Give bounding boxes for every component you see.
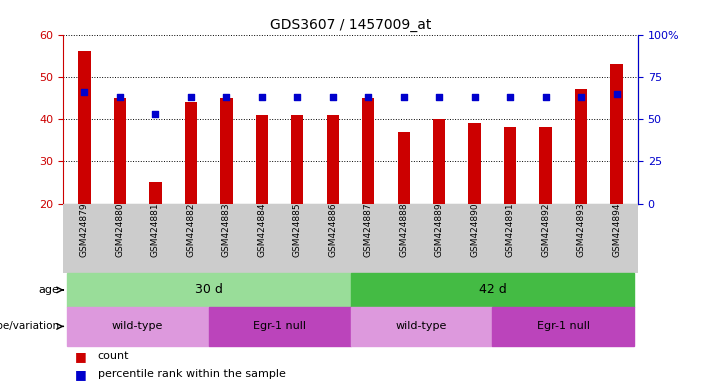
Point xyxy=(505,94,516,100)
Text: Egr-1 null: Egr-1 null xyxy=(537,321,590,331)
Text: wild-type: wild-type xyxy=(112,321,163,331)
Bar xyxy=(291,115,304,204)
Point xyxy=(469,94,480,100)
Point xyxy=(292,94,303,100)
Bar xyxy=(67,307,209,346)
Bar xyxy=(433,119,445,204)
Point xyxy=(398,94,409,100)
Point xyxy=(221,94,232,100)
Point xyxy=(540,94,551,100)
Text: genotype/variation: genotype/variation xyxy=(0,321,60,331)
Bar xyxy=(114,98,126,204)
Bar xyxy=(397,132,410,204)
Point xyxy=(185,94,196,100)
Bar xyxy=(350,273,634,307)
Point xyxy=(362,94,374,100)
Bar xyxy=(79,51,90,204)
Bar xyxy=(350,307,492,346)
Bar xyxy=(67,273,350,307)
Bar xyxy=(184,102,197,204)
Bar xyxy=(149,182,161,204)
Text: Egr-1 null: Egr-1 null xyxy=(253,321,306,331)
Bar xyxy=(611,64,622,204)
Text: 30 d: 30 d xyxy=(195,283,222,296)
Bar xyxy=(504,127,517,204)
Point xyxy=(434,94,445,100)
Point xyxy=(576,94,587,100)
Text: percentile rank within the sample: percentile rank within the sample xyxy=(97,369,285,379)
Point xyxy=(150,111,161,117)
Point xyxy=(79,89,90,95)
Bar xyxy=(575,89,587,204)
Bar xyxy=(468,123,481,204)
Bar xyxy=(209,307,350,346)
Bar xyxy=(220,98,233,204)
Point xyxy=(327,94,339,100)
Bar xyxy=(327,115,339,204)
Text: ■: ■ xyxy=(74,368,86,381)
Point xyxy=(114,94,125,100)
Bar xyxy=(256,115,268,204)
Bar xyxy=(362,98,374,204)
Point xyxy=(611,91,622,97)
Text: count: count xyxy=(97,351,129,361)
Bar xyxy=(540,127,552,204)
Text: wild-type: wild-type xyxy=(396,321,447,331)
Text: ■: ■ xyxy=(74,350,86,363)
Text: 42 d: 42 d xyxy=(479,283,506,296)
Title: GDS3607 / 1457009_at: GDS3607 / 1457009_at xyxy=(270,18,431,32)
Text: age: age xyxy=(39,285,60,295)
Bar xyxy=(492,307,634,346)
Point xyxy=(256,94,267,100)
